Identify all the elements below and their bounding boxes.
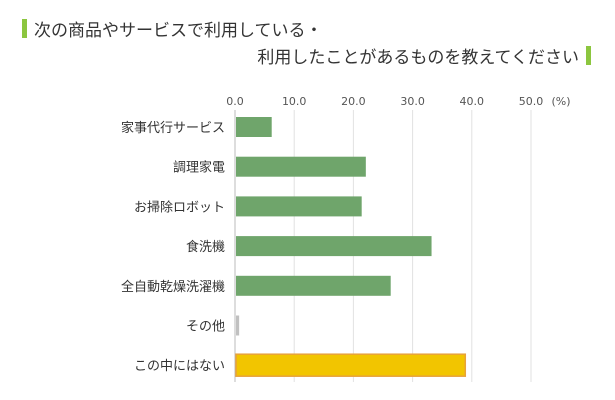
title-line-2: 利用したことがあるものを教えてください: [257, 43, 591, 68]
title-accent-bar: [586, 46, 591, 65]
bar-4: [236, 236, 432, 257]
x-tick-label: 10.0: [282, 95, 307, 108]
bar-2: [236, 156, 366, 177]
bar-3: [236, 196, 362, 217]
title-text-1: 次の商品やサービスで利用している・: [34, 21, 323, 41]
category-label: その他: [186, 320, 225, 335]
x-tick-label: 40.0: [460, 95, 485, 108]
title-line-1: 次の商品やサービスで利用している・: [22, 16, 323, 41]
title-text-2: 利用したことがあるものを教えてください: [257, 48, 579, 68]
bar-6: [236, 315, 240, 336]
category-label: 調理家電: [173, 160, 225, 176]
category-label: この中にはない: [134, 359, 225, 374]
category-label: 食洗機: [186, 239, 225, 255]
bar-5: [236, 275, 391, 296]
bar-7: [235, 353, 467, 377]
x-tick-label: 0.0: [226, 95, 244, 108]
unit-label: (%): [551, 95, 570, 108]
bar-1: [236, 117, 272, 137]
category-label: 全自動乾燥洗濯機: [121, 279, 225, 295]
x-tick-label: 50.0: [519, 95, 544, 108]
category-label: お掃除ロボット: [134, 199, 225, 215]
x-tick-label: 30.0: [400, 95, 425, 108]
category-label: 家事代行サービス: [121, 120, 225, 136]
title-accent-bar: [22, 19, 27, 38]
x-tick-label: 20.0: [341, 95, 366, 108]
